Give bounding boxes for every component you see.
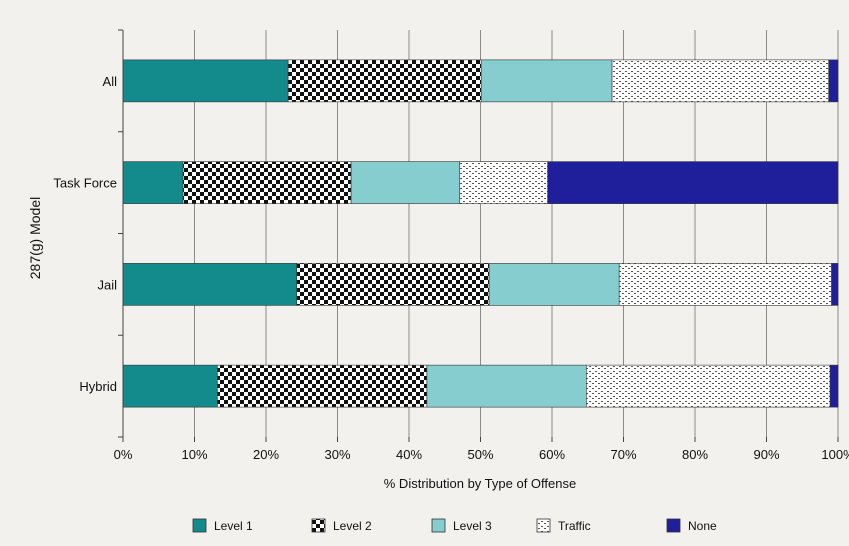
bar-segment [547,161,839,204]
legend-label: Level 2 [333,519,372,533]
bar-segment [831,263,839,306]
category-label: Task Force [53,176,117,191]
category-label: Hybrid [79,379,117,394]
bar-segment [122,59,289,103]
legend-label: None [688,519,717,533]
bar-segment [182,161,352,204]
legend-swatch [431,518,446,533]
bar-segment [122,364,218,408]
x-tick-label: 30% [324,447,350,462]
bar-segment [122,161,184,204]
legend: Level 1 Level 2 Level 3 Traffic None [192,518,717,533]
x-tick-label: 20% [253,447,279,462]
x-tick-label: 0% [114,447,133,462]
bar-segment [611,59,830,103]
x-tick-label: 70% [610,447,636,462]
x-tick-label: 60% [539,447,565,462]
x-tick-label: 50% [467,447,493,462]
bar-segment [459,161,549,204]
axis-labels: % Distribution by Type of Offense 287(g)… [27,197,576,491]
bars [122,59,839,408]
axes: 0% 10% 20% 30% 40% 50% 60% 70% 80% 90% 100% All Task… [53,29,849,462]
bar-segment [828,59,839,103]
bar-segment [586,364,831,408]
x-tick-label: 40% [396,447,422,462]
bar-segment [829,364,839,408]
bar-segment [350,161,461,204]
legend-swatch [666,518,681,533]
y-axis-title: 287(g) Model [27,197,43,280]
legend-label: Traffic [558,519,591,533]
legend-swatch [536,518,551,533]
x-tick-label: 90% [753,447,779,462]
bar-segment [296,263,490,306]
bar-segment [217,364,428,408]
legend-label: Level 3 [453,519,492,533]
bar-segment [287,59,482,103]
x-tick-label: 80% [682,447,708,462]
bar-segment [488,263,620,306]
category-label: Jail [97,277,117,292]
category-label: All [103,74,118,89]
x-tick-label: 10% [181,447,207,462]
legend-label: Level 1 [214,519,253,533]
legend-swatch [192,518,207,533]
x-axis-title: % Distribution by Type of Offense [384,476,576,491]
legend-swatch [311,518,326,533]
bar-segment [480,59,613,103]
x-tick-label: 100% [821,447,849,462]
bar-segment [618,263,832,306]
bar-segment [122,263,298,306]
bar-segment [426,364,587,408]
